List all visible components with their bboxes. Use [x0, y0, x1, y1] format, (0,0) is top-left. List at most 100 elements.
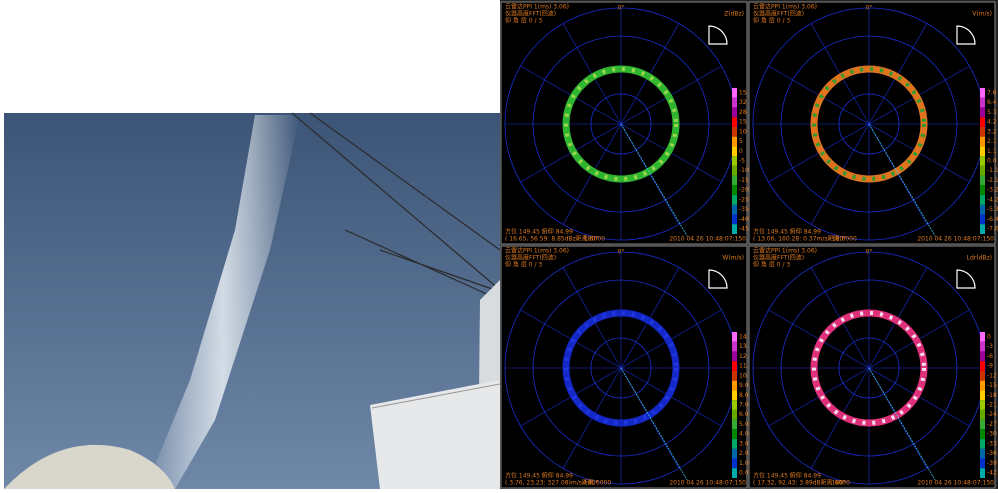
colorbar-cell [732, 98, 737, 108]
radar-panel: 云雷达PPI 1(ms) 3.06)仪器高度FFT(回波)仰 角 层 0 / 3… [749, 246, 997, 488]
radar-panel: 云雷达PPI 1(ms) 3.06)仪器高度FFT(回波)仰 角 层 0 / 3… [749, 2, 998, 244]
colorbar-label: -1.1 [987, 167, 998, 174]
header-text: 仰 角 层 0 / 3 [505, 261, 542, 269]
variable-label: V(m/s) [972, 11, 992, 18]
colorbar-label: -5 [739, 158, 745, 165]
colorbar-label: 1.0 [739, 460, 749, 467]
colorbar-cell [980, 146, 985, 156]
colorbar-label: 6.4 [987, 99, 997, 106]
colorbar-cell [980, 361, 985, 371]
colorbar-cell [980, 176, 985, 186]
colorbar-cell [980, 332, 985, 342]
north-label: 0° [866, 5, 873, 12]
colorbar-cell [980, 449, 985, 459]
colorbar-cell [732, 146, 737, 156]
colorbar-cell [732, 205, 737, 215]
timestamp: 2010 04 26 10:48:07:150 [669, 480, 746, 487]
colorbar-label: -15 [739, 177, 749, 184]
colorbar-label: 2.0 [739, 450, 749, 457]
colorbar-label: -10 [739, 167, 749, 174]
variable-label: W(m/s) [722, 255, 744, 262]
colorbar-label: 1.1 [987, 148, 997, 155]
colorbar-label: -20 [739, 187, 749, 194]
colorbar-cell [980, 468, 985, 478]
colorbar-label: -2.1 [987, 177, 998, 184]
colorbar-label: 0 [739, 148, 743, 155]
colorbar-cell [732, 361, 737, 371]
colorbar-label: -39 [987, 460, 997, 467]
timestamp: 2010 04 26 10:48:07:150 [669, 236, 746, 243]
header-text: 仰 角 层 0 / 3 [753, 261, 790, 269]
header-text: 仪器高度FFT(回波) [505, 10, 556, 18]
colorbar-cell [732, 215, 737, 225]
colorbar-label: -9 [987, 363, 993, 370]
colorbar-label: -27 [987, 421, 997, 428]
colorbar-cell [980, 107, 985, 117]
footer-text: 方位 149.45 俯仰 84.99 [505, 472, 573, 480]
colorbar-cell [732, 88, 737, 98]
colorbar-cell [980, 420, 985, 430]
panel-background [501, 2, 747, 244]
colorbar-cell [980, 156, 985, 166]
north-label: 0° [618, 249, 625, 256]
colorbar-cell [732, 107, 737, 117]
colorbar-cell [980, 371, 985, 381]
header-text: 仪器高度FFT(回波) [505, 254, 556, 262]
colorbar-label: -5.3 [987, 206, 998, 213]
colorbar-cell [980, 410, 985, 420]
colorbar-label: 15 [739, 89, 747, 96]
colorbar-label: -7.6 [987, 226, 998, 233]
colorbar-cell [732, 371, 737, 381]
colorbar-label: -4.2 [987, 196, 998, 203]
panel-background [749, 2, 995, 244]
colorbar-cell [732, 117, 737, 127]
header-text: 云雷达PPI 1(ms) 3.06) [753, 247, 817, 255]
radar-panel: 云雷达PPI 1(ms) 3.06)仪器高度FFT(回波)仰 角 层 0 / 3… [501, 2, 749, 244]
colorbar-cell [980, 390, 985, 400]
colorbar-cell [732, 381, 737, 391]
colorbar-cell [732, 429, 737, 439]
colorbar-cell [732, 351, 737, 361]
colorbar-cell [732, 156, 737, 166]
colorbar-cell [980, 88, 985, 98]
colorbar-cell [732, 195, 737, 205]
colorbar-cell [732, 185, 737, 195]
colorbar-label: -30 [987, 431, 997, 438]
colorbar-label: -40 [739, 216, 749, 223]
colorbar-cell [732, 400, 737, 410]
panel-background [749, 246, 995, 488]
colorbar-label: -25 [739, 196, 749, 203]
colorbar-cell [980, 137, 985, 147]
timestamp: 2010 04 26 10:48:07:150 [917, 236, 994, 243]
colorbar-label: 5.0 [739, 421, 749, 428]
colorbar-cell [732, 224, 737, 234]
colorbar-cell [980, 381, 985, 391]
colorbar-label: -18 [987, 392, 997, 399]
colorbar-cell [732, 439, 737, 449]
colorbar-label: -12 [987, 372, 997, 379]
timestamp: 2010 04 26 10:48:07:150 [917, 480, 994, 487]
colorbar-cell [732, 137, 737, 147]
footer-text: ( 17.32, 92.43: 3.89dB距离:6000 [753, 479, 850, 487]
colorbar-label: 3.2 [987, 128, 997, 135]
colorbar-cell [980, 185, 985, 195]
colorbar-label: -45 [739, 226, 749, 233]
colorbar-label: 5 [739, 138, 743, 145]
colorbar-label: 7.0 [739, 402, 749, 409]
footer-text: ( 16.65, 56.59: 8.85dBz距离:6000 [505, 235, 605, 243]
colorbar-cell [980, 400, 985, 410]
colorbar-cell [732, 468, 737, 478]
footer-text: 方位 149.45 俯仰 84.99 [753, 472, 821, 480]
header-text: 仪器高度FFT(回波) [753, 10, 804, 18]
colorbar-label: 0.0 [739, 470, 749, 477]
colorbar-cell [980, 166, 985, 176]
header-text: 仪器高度FFT(回波) [753, 254, 804, 262]
colorbar-cell [980, 117, 985, 127]
colorbar-label: -35 [739, 206, 749, 213]
colorbar-label: 4.0 [739, 431, 749, 438]
colorbar-cell [732, 390, 737, 400]
colorbar-cell [980, 215, 985, 225]
colorbar-cell [732, 342, 737, 352]
colorbar-label: 9.0 [739, 382, 749, 389]
variable-label: Ldr(dBz) [967, 255, 992, 262]
